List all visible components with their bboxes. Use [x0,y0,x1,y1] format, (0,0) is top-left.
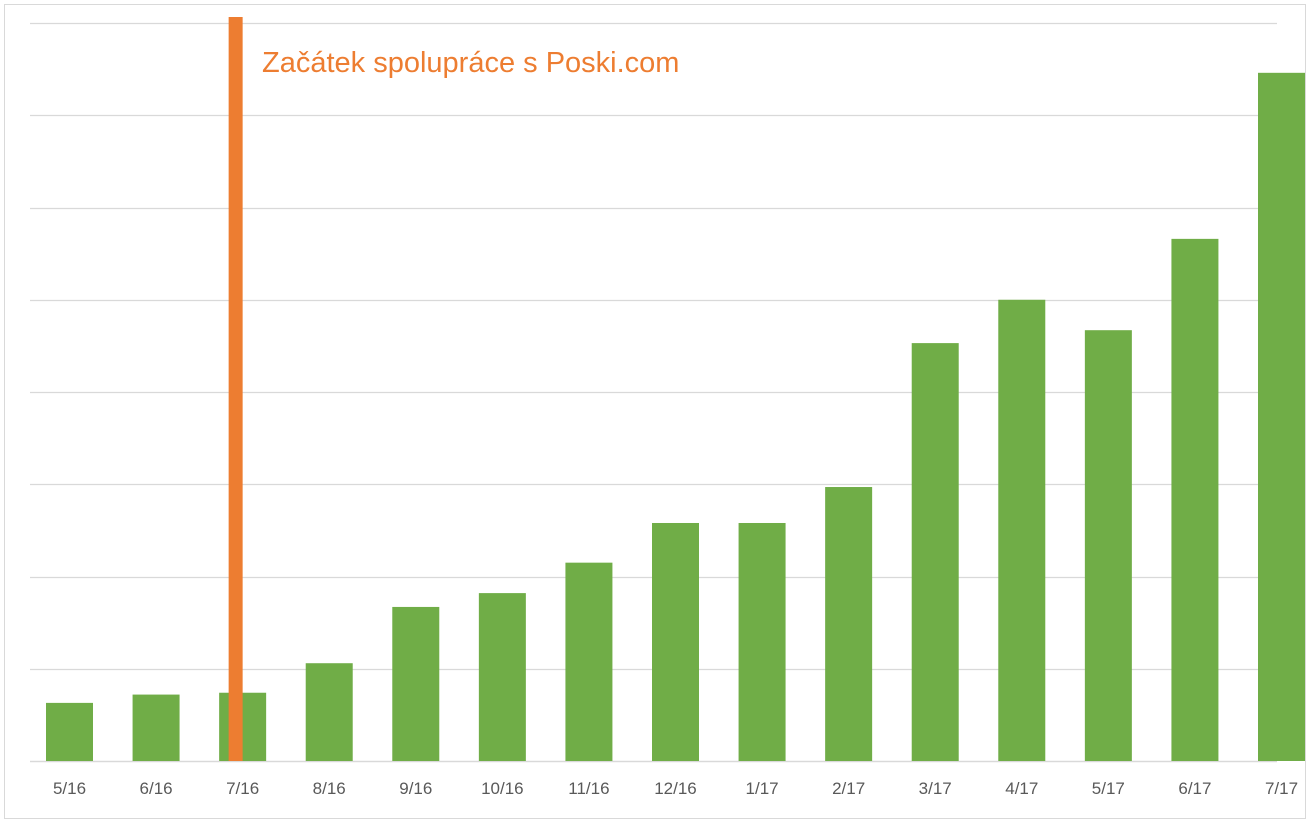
bar-4-17 [998,299,1046,761]
bar-6-17 [1171,238,1219,762]
x-tick-label: 3/17 [919,779,952,798]
bar-5-16 [46,702,93,761]
x-tick-label: 5/17 [1092,779,1125,798]
bar-3-17 [911,343,959,761]
x-axis-tick-labels: 5/16 6/16 7/16 8/16 9/16 10/16 11/16 12/16 1/17 2… [53,779,1298,798]
bar-1-17 [738,522,786,761]
x-tick-label: 7/17 [1265,779,1298,798]
x-tick-label: 1/17 [746,779,779,798]
bar-12-16 [652,522,699,761]
x-tick-label: 10/16 [481,779,524,798]
marker-group [228,17,243,761]
bar-10-16 [478,593,526,761]
x-tick-label: 5/16 [53,779,86,798]
x-tick-label: 4/17 [1005,779,1038,798]
x-tick-label: 9/16 [399,779,432,798]
bars [46,72,1305,762]
bar-6-16 [132,694,180,761]
x-tick-label: 6/17 [1178,779,1211,798]
x-tick-label: 7/16 [226,779,259,798]
x-tick-label: 6/16 [140,779,173,798]
x-tick-label: 12/16 [654,779,697,798]
x-tick-label: 2/17 [832,779,865,798]
bar-5-17 [1084,330,1132,761]
x-tick-label: 8/16 [313,779,346,798]
bar-2-17 [825,487,873,761]
bar-8-16 [305,663,353,761]
bar-9-16 [392,606,440,761]
marker-annotation: Začátek spolupráce s Poski.com [262,47,679,79]
bar-7-17 [1258,72,1305,761]
marker-line [228,17,243,761]
x-tick-label: 11/16 [568,779,609,798]
bar-11-16 [565,562,613,761]
